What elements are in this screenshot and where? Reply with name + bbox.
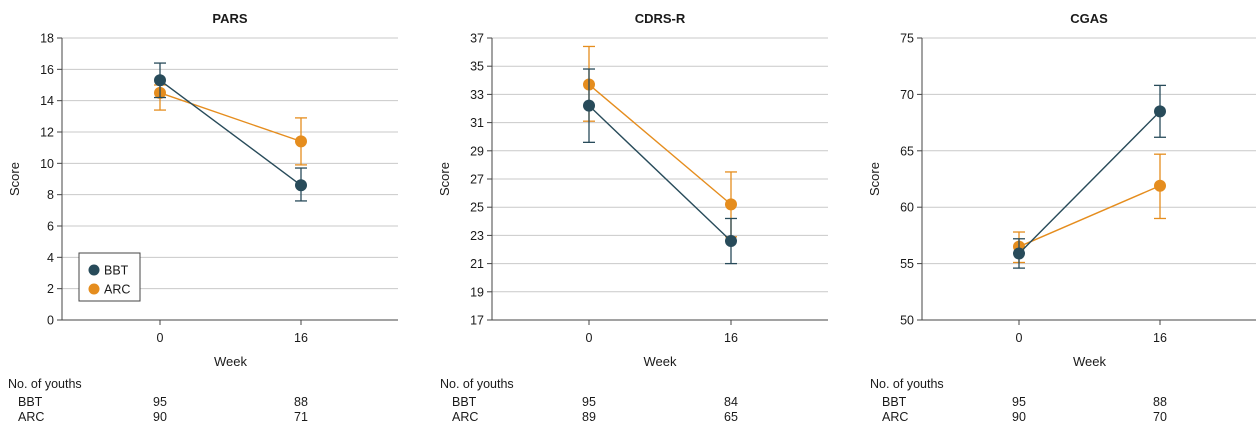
y-tick-label: 12 — [40, 126, 54, 140]
youths-count: 84 — [724, 395, 738, 409]
legend-box — [78, 252, 141, 302]
y-tick-label: 70 — [900, 88, 914, 102]
y-tick-label: 25 — [470, 201, 484, 215]
y-tick-label: 23 — [470, 229, 484, 243]
data-point-arc — [295, 135, 307, 148]
data-point-bbt — [1013, 247, 1025, 260]
youths-group-label: BBT — [882, 395, 907, 409]
chart-title: CDRS-R — [635, 11, 686, 26]
y-tick-label: 21 — [470, 257, 484, 271]
y-tick-label: 37 — [470, 32, 484, 46]
youths-group-label: ARC — [882, 410, 908, 424]
youths-count: 95 — [153, 395, 167, 409]
data-point-bbt — [154, 74, 166, 87]
youths-count: 88 — [294, 395, 308, 409]
youths-group-label: ARC — [18, 410, 44, 424]
x-axis-label: Week — [214, 354, 247, 369]
y-tick-label: 65 — [900, 144, 914, 158]
y-tick-label: 33 — [470, 88, 484, 102]
x-tick-label: 0 — [1016, 331, 1023, 345]
youths-count: 70 — [1153, 410, 1167, 424]
y-tick-label: 60 — [900, 201, 914, 215]
y-tick-label: 19 — [470, 285, 484, 299]
x-tick-label: 16 — [724, 331, 738, 345]
y-tick-label: 29 — [470, 144, 484, 158]
series-line-bbt — [1018, 110, 1161, 254]
y-tick-label: 55 — [900, 257, 914, 271]
y-axis-label: Score — [867, 162, 882, 196]
youths-count: 90 — [1012, 410, 1026, 424]
youths-count: 71 — [294, 410, 308, 424]
series-line-bbt — [159, 79, 302, 186]
chart-title: PARS — [212, 11, 247, 26]
youths-group-label: BBT — [452, 395, 477, 409]
y-tick-label: 16 — [40, 63, 54, 77]
x-tick-label: 0 — [157, 331, 164, 345]
series-line-arc — [1018, 185, 1161, 248]
youths-table: No. of youths BBT 95 88 ARC 90 71 — [8, 377, 308, 424]
x-axis-label: Week — [644, 354, 677, 369]
y-tick-label: 6 — [47, 220, 54, 234]
series-line-arc — [588, 83, 732, 205]
series-line-arc — [159, 92, 302, 143]
youths-count: 65 — [724, 410, 738, 424]
y-tick-label: 14 — [40, 94, 54, 108]
legend-label-arc: ARC — [104, 283, 130, 297]
chart-title: CGAS — [1070, 11, 1108, 26]
y-tick-label: 27 — [470, 173, 484, 187]
data-point-bbt — [1154, 105, 1166, 118]
legend-label-bbt: BBT — [104, 264, 129, 278]
y-tick-label: 17 — [470, 314, 484, 328]
data-point-bbt — [583, 99, 595, 112]
youths-table: No. of youths BBT 95 84 ARC 89 65 — [440, 377, 738, 424]
legend-marker-bbt — [88, 264, 100, 276]
legend: BBT ARC — [78, 252, 141, 302]
youths-count: 88 — [1153, 395, 1167, 409]
data-point-arc — [725, 198, 737, 211]
series-line-bbt — [588, 105, 732, 242]
youths-group-label: BBT — [18, 395, 43, 409]
y-tick-label: 0 — [47, 314, 54, 328]
y-tick-label: 10 — [40, 157, 54, 171]
x-axis-label: Week — [1073, 354, 1106, 369]
y-tick-label: 8 — [47, 188, 54, 202]
x-tick-label: 0 — [586, 331, 593, 345]
data-point-arc — [1154, 179, 1166, 192]
x-tick-label: 16 — [294, 331, 308, 345]
youths-count: 95 — [1012, 395, 1026, 409]
y-tick-label: 2 — [47, 282, 54, 296]
legend-marker-arc — [88, 283, 100, 295]
chart-cgas: CGAS 50 55 60 65 70 75 0 16 Week Score No. of youth… — [867, 11, 1256, 424]
y-tick-label: 18 — [40, 32, 54, 46]
youths-count: 90 — [153, 410, 167, 424]
youths-count: 95 — [582, 395, 596, 409]
y-tick-label: 35 — [470, 60, 484, 74]
data-point-bbt — [725, 235, 737, 248]
chart-cdrs-r: CDRS-R 17 19 21 23 25 27 29 31 33 35 37 0 16 Week Score… — [437, 11, 828, 424]
x-tick-label: 16 — [1153, 331, 1167, 345]
youths-count: 89 — [582, 410, 596, 424]
y-axis-label: Score — [7, 162, 22, 196]
youths-table: No. of youths BBT 95 88 ARC 90 70 — [870, 377, 1167, 424]
youths-title: No. of youths — [8, 377, 82, 391]
y-tick-label: 4 — [47, 251, 54, 265]
youths-title: No. of youths — [440, 377, 514, 391]
y-tick-label: 75 — [900, 32, 914, 46]
data-point-bbt — [295, 179, 307, 192]
youths-group-label: ARC — [452, 410, 478, 424]
y-tick-label: 50 — [900, 314, 914, 328]
y-tick-label: 31 — [470, 116, 484, 130]
youths-title: No. of youths — [870, 377, 944, 391]
y-axis-label: Score — [437, 162, 452, 196]
